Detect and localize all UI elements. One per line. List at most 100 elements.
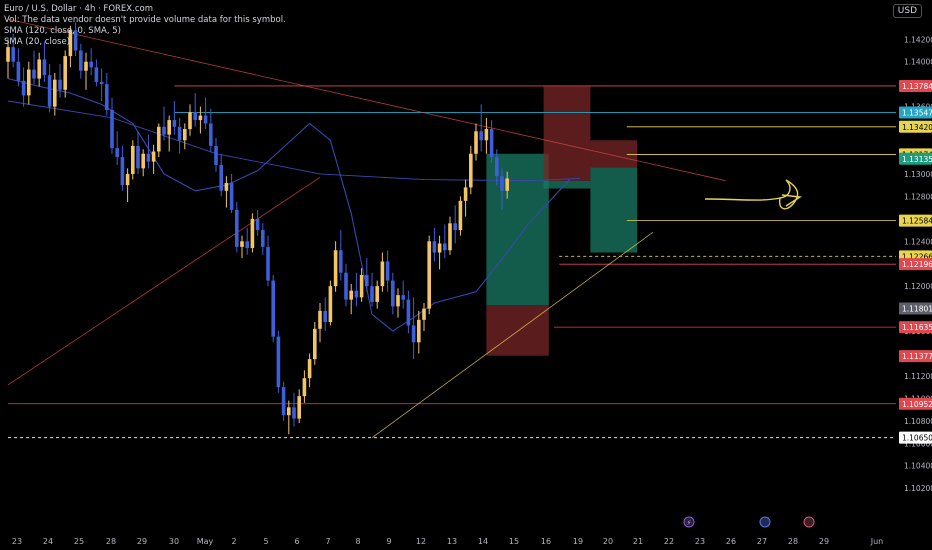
- time-tick-label: 2: [231, 537, 236, 546]
- candle-body: [448, 223, 452, 251]
- candles: [6, 22, 509, 435]
- candle-body: [53, 79, 57, 107]
- sma-120-label[interactable]: SMA (120, close, 0, SMA, 5): [4, 26, 121, 36]
- candle-body: [58, 79, 62, 90]
- currency-button[interactable]: USD: [892, 4, 922, 18]
- candle-body: [453, 223, 457, 231]
- time-tick-label: 16: [541, 537, 551, 546]
- price-label-12-bg: [899, 431, 932, 444]
- time-tick-label: 28: [106, 537, 116, 546]
- position-1-profit-zone: [543, 180, 591, 189]
- candle-body: [47, 75, 52, 107]
- candle-body: [136, 145, 140, 169]
- candle-body: [37, 59, 41, 79]
- price-label-6: 1.12266: [902, 252, 932, 261]
- position-1-loss-zone: [543, 86, 591, 181]
- candle-body: [307, 359, 312, 379]
- candle-body: [146, 153, 151, 162]
- candle-body: [151, 151, 156, 162]
- candle-body: [292, 407, 296, 419]
- candle-body: [505, 178, 509, 191]
- time-tick-label: 9: [386, 537, 391, 546]
- price-label-7-bg: [899, 258, 932, 271]
- trend-line-0: [7, 176, 321, 386]
- candle-body: [375, 286, 379, 302]
- price-tick-label: 1.10400: [904, 462, 932, 471]
- time-tick-label: 29: [137, 537, 147, 546]
- candle-body: [11, 47, 15, 62]
- price-label-8-bg: [899, 302, 932, 315]
- candle-body: [463, 187, 468, 201]
- sma-20-label[interactable]: SMA (20, close): [4, 37, 70, 47]
- candle-body: [261, 230, 265, 247]
- hand-drawn-arrow: [704, 179, 803, 210]
- candle-body: [157, 126, 161, 152]
- price-tick-label: 1.11200: [904, 372, 932, 381]
- time-tick-label: 29: [819, 537, 829, 546]
- time-tick-label: 22: [664, 537, 674, 546]
- price-tick-label: 1.10600: [904, 439, 932, 448]
- price-label-8: 1.11801: [902, 304, 932, 313]
- candle-body: [89, 61, 93, 68]
- candle-body: [229, 182, 234, 210]
- candle-body: [417, 319, 421, 343]
- candle-body: [63, 56, 67, 90]
- candle-body: [333, 250, 338, 287]
- candle-body: [198, 115, 203, 121]
- trend-line-1: [7, 18, 726, 182]
- candle-body: [167, 120, 171, 135]
- price-tick-label: 1.12000: [904, 282, 932, 291]
- candle-body: [219, 164, 223, 191]
- candle-body: [203, 115, 208, 124]
- candle-body: [188, 112, 192, 130]
- candle-body: [105, 84, 109, 110]
- price-tick-label: 1.14000: [904, 58, 932, 67]
- candle-body: [21, 80, 26, 96]
- candle-body: [84, 61, 88, 71]
- time-tick-label: 14: [478, 537, 488, 546]
- candle-body: [177, 126, 182, 141]
- price-label-12: 1.10650: [902, 434, 932, 443]
- time-tick-label: 20: [603, 537, 613, 546]
- candle-body: [458, 200, 463, 231]
- candle-body: [193, 112, 197, 121]
- candle-body: [370, 286, 374, 302]
- price-label-1-bg: [899, 106, 932, 119]
- price-label-2-bg: [899, 120, 932, 133]
- price-tick-label: 1.14200: [904, 35, 932, 44]
- time-tick-label: May: [197, 537, 214, 546]
- horizontal-levels: [8, 85, 896, 439]
- candle-body: [27, 69, 31, 96]
- position-0-profit-zone: [486, 153, 549, 306]
- time-tick-label: 8: [355, 537, 360, 546]
- candle-body: [6, 47, 10, 62]
- candle-body: [162, 126, 166, 135]
- candle-body: [495, 157, 499, 177]
- candle-body: [406, 299, 411, 326]
- time-tick-label: Jun: [870, 537, 884, 546]
- time-tick-label: 23: [12, 537, 22, 546]
- candle-body: [479, 131, 483, 141]
- candle-body: [42, 59, 47, 76]
- trend-line-2: [371, 231, 654, 438]
- candle-body: [385, 261, 390, 281]
- candle-body: [68, 30, 73, 57]
- candle-body: [411, 325, 416, 343]
- price-label-5-bg: [899, 214, 932, 227]
- candle-body: [94, 67, 99, 82]
- time-tick-label: 13: [447, 537, 457, 546]
- candle-body: [172, 120, 177, 127]
- candle-body: [427, 241, 431, 309]
- candle-body: [235, 209, 239, 247]
- time-tick-label: 25: [74, 537, 84, 546]
- candle-body: [183, 129, 187, 141]
- time-axis: 23 24 25 28 29 30 May 2 5 6 7 8 9 12 13 14 15 16 19 20 21 22 2…: [0, 513, 932, 550]
- price-label-9: 1.11635: [902, 323, 932, 332]
- candle-body: [110, 109, 114, 149]
- candle-body: [287, 407, 291, 416]
- position-2-profit-zone: [590, 167, 638, 253]
- time-tick-label: 28: [788, 537, 798, 546]
- symbol-title[interactable]: Euro / U.S. Dollar · 4h · FOREX.com: [4, 4, 153, 14]
- time-tick-label: 7: [325, 537, 330, 546]
